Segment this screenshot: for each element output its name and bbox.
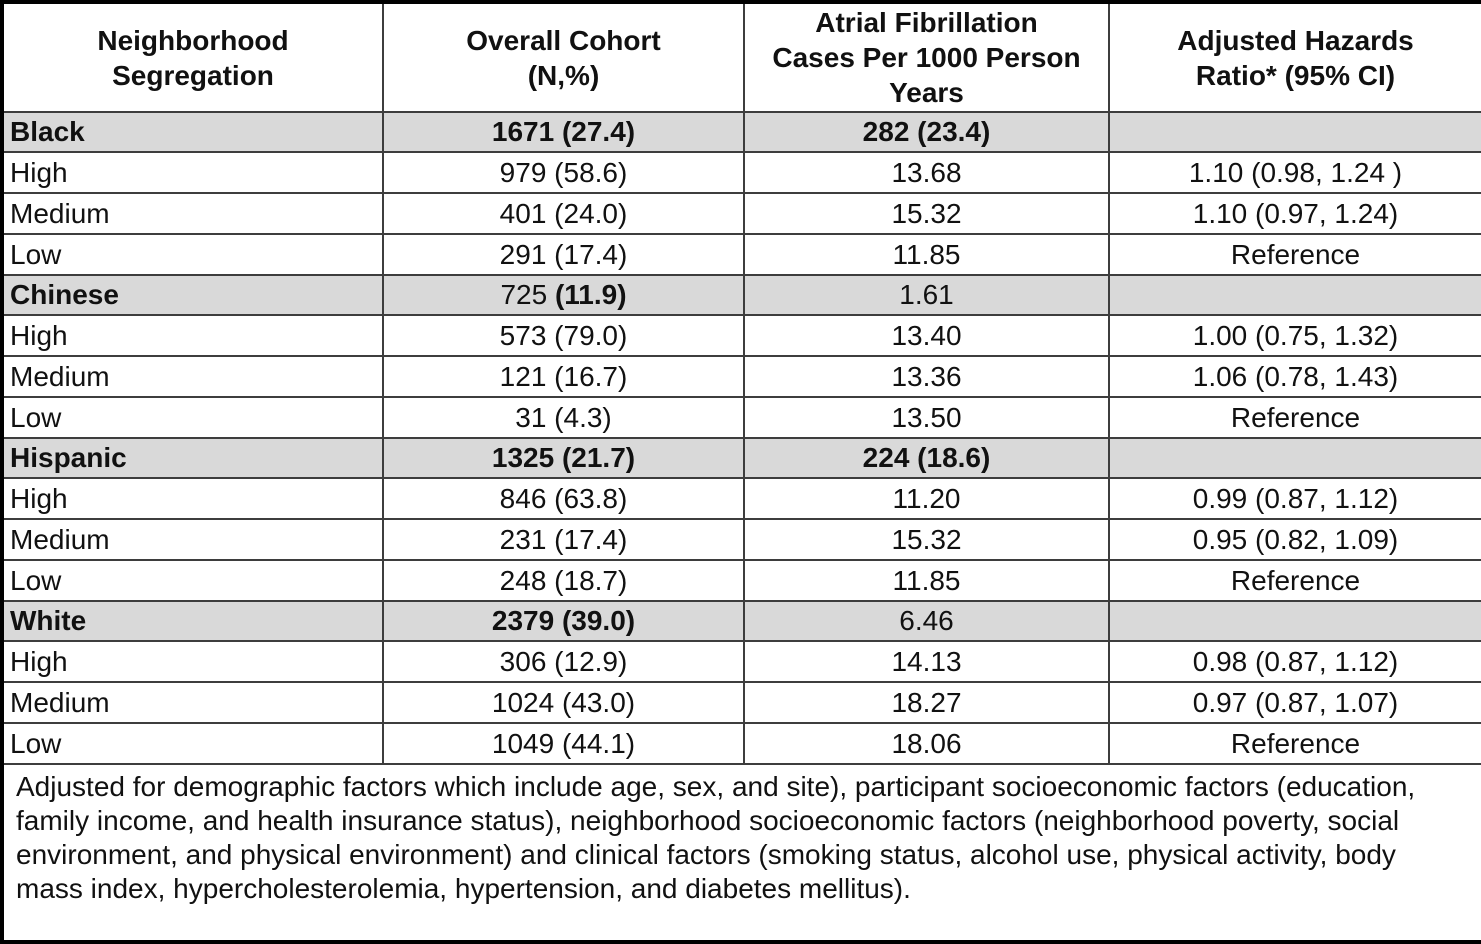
table-row: High 573 (79.0) 13.40 1.00 (0.75, 1.32) (1, 314, 1481, 357)
header-row: Neighborhood Segregation Overall Cohort … (1, 1, 1481, 113)
group-af-cell: 1.61 (743, 274, 1110, 316)
hazard-ratio-value: 0.97 (0.87, 1.07) (1108, 681, 1481, 724)
group-row-black: Black 1671 (27.4) 282 (23.4) (1, 111, 1481, 153)
col-header-overall-cohort: Overall Cohort (N,%) (382, 1, 745, 113)
af-rate-value: 13.68 (743, 151, 1110, 194)
segregation-level-label: Medium (1, 355, 384, 398)
hazard-ratio-value: Reference (1108, 559, 1481, 602)
adjustment-footnote: Adjusted for demographic factors which i… (2, 764, 1481, 942)
col-header-af-cases: Atrial Fibrillation Cases Per 1000 Perso… (743, 1, 1110, 113)
af-value-normal: 6.46 (899, 605, 954, 636)
group-hr-cell-empty (1108, 274, 1481, 316)
cohort-value: 979 (58.6) (382, 151, 745, 194)
group-name: White (1, 600, 384, 642)
af-rate-value: 11.85 (743, 559, 1110, 602)
af-rate-value: 13.50 (743, 396, 1110, 439)
table-row: High 306 (12.9) 14.13 0.98 (0.87, 1.12) (1, 640, 1481, 683)
group-name: Black (1, 111, 384, 153)
hazard-ratio-value: 1.00 (0.75, 1.32) (1108, 314, 1481, 357)
group-row-chinese: Chinese 725 (11.9) 1.61 (1, 274, 1481, 316)
hazard-ratio-value: Reference (1108, 233, 1481, 276)
hazard-ratio-value: 0.98 (0.87, 1.12) (1108, 640, 1481, 683)
table-row: High 979 (58.6) 13.68 1.10 (0.98, 1.24 ) (1, 151, 1481, 194)
cohort-value: 121 (16.7) (382, 355, 745, 398)
cohort-value-normal: 725 (500, 279, 555, 310)
col-header-neighborhood-segregation: Neighborhood Segregation (1, 1, 384, 113)
cohort-value-bold: 1671 (27.4) (491, 116, 636, 147)
hazard-ratio-value: Reference (1108, 396, 1481, 439)
cohort-value: 1049 (44.1) (382, 722, 745, 765)
cohort-value: 1024 (43.0) (382, 681, 745, 724)
cohort-value: 573 (79.0) (382, 314, 745, 357)
group-hr-cell-empty (1108, 600, 1481, 642)
af-rate-value: 14.13 (743, 640, 1110, 683)
table-row: Medium 1024 (43.0) 18.27 0.97 (0.87, 1.0… (1, 681, 1481, 724)
af-rate-value: 11.20 (743, 477, 1110, 520)
cohort-value: 31 (4.3) (382, 396, 745, 439)
group-cohort-cell: 1325 (21.7) (382, 437, 745, 479)
table-row: Low 1049 (44.1) 18.06 Reference (1, 722, 1481, 765)
table-row: Low 31 (4.3) 13.50 Reference (1, 396, 1481, 439)
segregation-level-label: High (1, 314, 384, 357)
cohort-value-bold: 2379 (39.0) (491, 605, 636, 636)
table-row: Medium 121 (16.7) 13.36 1.06 (0.78, 1.43… (1, 355, 1481, 398)
cohort-value: 291 (17.4) (382, 233, 745, 276)
hazard-ratio-value: 1.10 (0.98, 1.24 ) (1108, 151, 1481, 194)
af-rate-value: 18.06 (743, 722, 1110, 765)
af-value-bold: 224 (18.6) (862, 442, 991, 473)
af-value-normal: 1.61 (899, 279, 954, 310)
footnote-row: Adjusted for demographic factors which i… (2, 764, 1481, 942)
segregation-level-label: Medium (1, 192, 384, 235)
group-row-hispanic: Hispanic 1325 (21.7) 224 (18.6) (1, 437, 1481, 479)
table-row: High 846 (63.8) 11.20 0.99 (0.87, 1.12) (1, 477, 1481, 520)
group-cohort-cell: 1671 (27.4) (382, 111, 745, 153)
segregation-level-label: Medium (1, 518, 384, 561)
cohort-value: 248 (18.7) (382, 559, 745, 602)
group-cohort-cell: 725 (11.9) (382, 274, 745, 316)
group-hr-cell-empty (1108, 111, 1481, 153)
hazard-ratio-value: Reference (1108, 722, 1481, 765)
segregation-level-label: High (1, 477, 384, 520)
group-af-cell: 6.46 (743, 600, 1110, 642)
af-rate-value: 15.32 (743, 192, 1110, 235)
group-hr-cell-empty (1108, 437, 1481, 479)
table-row: Low 248 (18.7) 11.85 Reference (1, 559, 1481, 602)
table-row: Medium 401 (24.0) 15.32 1.10 (0.97, 1.24… (1, 192, 1481, 235)
table-row: Low 291 (17.4) 11.85 Reference (1, 233, 1481, 276)
segregation-level-label: Low (1, 233, 384, 276)
cohort-value-bold: 1325 (21.7) (491, 442, 636, 473)
segregation-level-label: Low (1, 722, 384, 765)
group-name: Chinese (1, 274, 384, 316)
segregation-level-label: Low (1, 396, 384, 439)
cohort-value: 231 (17.4) (382, 518, 745, 561)
group-name: Hispanic (1, 437, 384, 479)
segregation-level-label: Medium (1, 681, 384, 724)
segregation-level-label: Low (1, 559, 384, 602)
af-rate-value: 11.85 (743, 233, 1110, 276)
af-rate-value: 13.36 (743, 355, 1110, 398)
segregation-level-label: High (1, 640, 384, 683)
hazard-ratio-value: 0.95 (0.82, 1.09) (1108, 518, 1481, 561)
af-rate-value: 13.40 (743, 314, 1110, 357)
group-cohort-cell: 2379 (39.0) (382, 600, 745, 642)
hazard-ratio-value: 1.06 (0.78, 1.43) (1108, 355, 1481, 398)
group-af-cell: 224 (18.6) (743, 437, 1110, 479)
cohort-value: 846 (63.8) (382, 477, 745, 520)
af-rate-value: 15.32 (743, 518, 1110, 561)
group-af-cell: 282 (23.4) (743, 111, 1110, 153)
af-value-bold: 282 (23.4) (862, 116, 991, 147)
cohort-value: 401 (24.0) (382, 192, 745, 235)
table-row: Medium 231 (17.4) 15.32 0.95 (0.82, 1.09… (1, 518, 1481, 561)
cohort-value: 306 (12.9) (382, 640, 745, 683)
hazard-ratio-value: 0.99 (0.87, 1.12) (1108, 477, 1481, 520)
col-header-adjusted-hazards-ratio: Adjusted Hazards Ratio* (95% CI) (1108, 1, 1481, 113)
cohort-value-bold: (11.9) (554, 279, 627, 310)
group-row-white: White 2379 (39.0) 6.46 (1, 600, 1481, 642)
table-header: Neighborhood Segregation Overall Cohort … (1, 1, 1481, 113)
hazard-ratio-value: 1.10 (0.97, 1.24) (1108, 192, 1481, 235)
segregation-level-label: High (1, 151, 384, 194)
af-rate-value: 18.27 (743, 681, 1110, 724)
